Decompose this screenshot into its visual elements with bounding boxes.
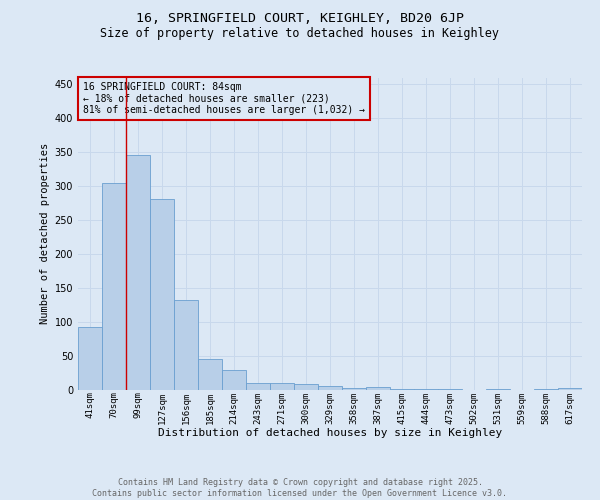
Bar	[270, 382, 294, 390]
Bar	[198, 359, 222, 390]
Y-axis label: Number of detached properties: Number of detached properties	[40, 143, 50, 324]
Bar	[102, 183, 126, 390]
Bar	[294, 384, 318, 390]
Bar	[318, 386, 342, 390]
Bar	[342, 388, 366, 390]
Text: Contains HM Land Registry data © Crown copyright and database right 2025.
Contai: Contains HM Land Registry data © Crown c…	[92, 478, 508, 498]
Bar	[534, 388, 558, 390]
Bar	[390, 388, 414, 390]
Bar	[174, 300, 198, 390]
Text: 16, SPRINGFIELD COURT, KEIGHLEY, BD20 6JP: 16, SPRINGFIELD COURT, KEIGHLEY, BD20 6J…	[136, 12, 464, 26]
Bar	[558, 388, 582, 390]
Bar	[414, 388, 438, 390]
Text: 16 SPRINGFIELD COURT: 84sqm
← 18% of detached houses are smaller (223)
81% of se: 16 SPRINGFIELD COURT: 84sqm ← 18% of det…	[83, 82, 365, 116]
Text: Size of property relative to detached houses in Keighley: Size of property relative to detached ho…	[101, 28, 499, 40]
Bar	[150, 199, 174, 390]
Bar	[246, 383, 270, 390]
Bar	[366, 388, 390, 390]
Bar	[78, 327, 102, 390]
Bar	[126, 155, 150, 390]
X-axis label: Distribution of detached houses by size in Keighley: Distribution of detached houses by size …	[158, 428, 502, 438]
Bar	[222, 370, 246, 390]
